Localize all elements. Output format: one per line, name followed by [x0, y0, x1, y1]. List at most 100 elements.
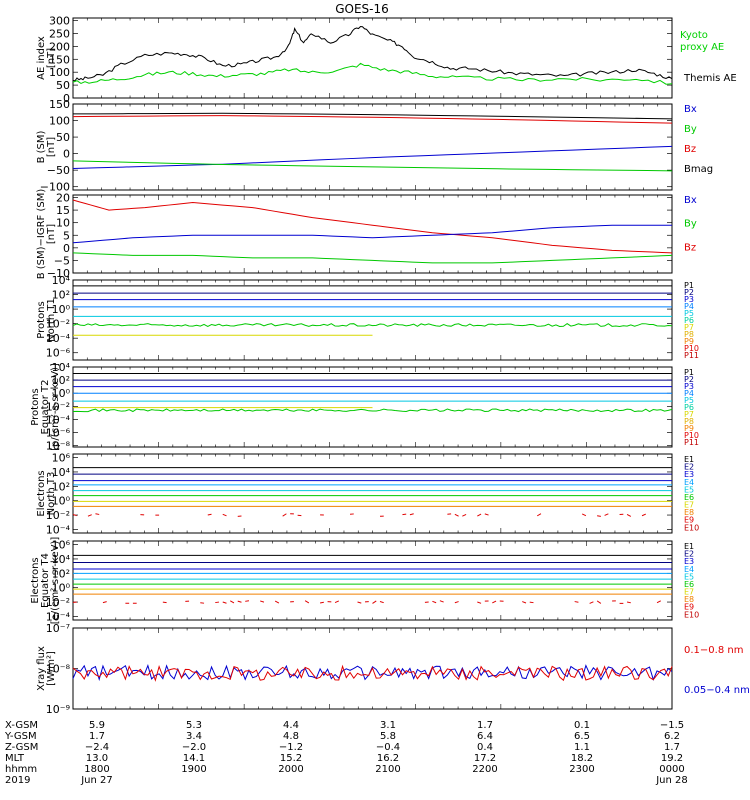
series-segment	[274, 600, 280, 604]
x-cell: 2000	[278, 764, 303, 775]
y-axis-label: Equator T4	[40, 553, 51, 608]
y-tick-label: 50	[56, 131, 70, 144]
y-tick-label: 10²	[52, 289, 70, 302]
y-tick-label: 10⁶	[52, 452, 71, 465]
series-segment	[222, 601, 227, 604]
legend-entry: E4	[684, 478, 694, 487]
series-segment	[409, 513, 414, 516]
y-tick-label: 10⁻⁷	[46, 622, 70, 635]
legend-entry: By	[684, 219, 697, 230]
legend-entry: E9	[684, 516, 694, 525]
legend-entry: E3	[684, 470, 694, 479]
x-cell: 6.4	[477, 731, 493, 742]
legend-entry: E8	[684, 595, 694, 604]
series-segment	[641, 513, 647, 517]
legend-entry: P2	[684, 288, 694, 297]
series-line	[72, 664, 673, 682]
x-cell: 2200	[472, 764, 497, 775]
y-tick-label: 10⁴	[52, 553, 71, 566]
legend-entry: E6	[684, 580, 694, 589]
x-row-label: hhmm	[5, 764, 37, 775]
legend-entry: E10	[684, 523, 699, 532]
series-segment	[462, 514, 467, 517]
series-segment	[282, 513, 287, 517]
y-tick-label: 10⁻⁸	[46, 440, 71, 453]
y-tick-label: 150	[49, 98, 70, 111]
y-axis-label: Electrons	[36, 470, 47, 516]
legend-entry: Bmag	[684, 164, 713, 175]
series-segment	[484, 513, 489, 516]
x-cell: 6.5	[574, 731, 590, 742]
series-segment	[626, 601, 631, 604]
y-tick-label: 10⁻⁴	[46, 413, 71, 426]
y-axis-label: Protons	[30, 388, 41, 425]
legend-entry: P9	[684, 337, 694, 346]
series-segment	[229, 600, 235, 604]
panel-frame	[72, 453, 673, 534]
series-segment	[454, 601, 459, 604]
y-tick-label: 10⁶	[52, 539, 71, 552]
y-axis-label: Xray flux	[36, 646, 47, 691]
y-tick-label: 50	[56, 79, 70, 92]
x-cell: 14.1	[183, 753, 205, 764]
y-tick-label: 10⁻⁶	[46, 427, 71, 440]
series-segment	[536, 513, 542, 517]
series-line	[72, 199, 673, 254]
x-axis-table: X-GSMY-GSMZ-GSMMLThhmm20195.91.7−2.413.0…	[4, 720, 688, 786]
y-tick-label: 10²	[52, 567, 70, 580]
series-line	[72, 224, 672, 244]
y-tick-label: 10²	[52, 480, 70, 493]
panel-frame	[72, 366, 673, 448]
series-segment	[432, 600, 437, 604]
y-tick-label: −50	[47, 164, 70, 177]
legend-entry: P7	[684, 410, 694, 419]
panel-frame	[72, 540, 673, 621]
y-tick-label: −100	[40, 181, 70, 194]
legend-entry: P6	[684, 403, 694, 412]
x-cell: 19.2	[661, 753, 683, 764]
y-axis-label: North T3	[46, 472, 57, 516]
y-tick-label: 5	[63, 229, 70, 242]
series-segment	[656, 600, 661, 604]
x-cell: −1.2	[279, 742, 303, 753]
y-tick-label: 0	[63, 92, 70, 105]
legend-entry: P3	[684, 382, 694, 391]
x-cell: 0.1	[574, 720, 590, 731]
legend-entry: P3	[684, 295, 694, 304]
y-axis-label: [nT]	[46, 137, 57, 157]
series-line	[72, 62, 673, 85]
legend-entry: E8	[684, 508, 694, 517]
y-tick-label: 250	[49, 27, 70, 40]
series-segment	[260, 600, 265, 603]
y-axis-label: [nT]	[46, 224, 57, 244]
series-segment	[529, 601, 534, 604]
series-segment	[215, 601, 220, 604]
legend-entry: E1	[684, 542, 694, 551]
legend-entry: Themis AE	[683, 73, 737, 84]
y-tick-label: 10⁰	[52, 387, 71, 400]
y-tick-label: 10⁻⁴	[46, 332, 71, 345]
legend-entry: E7	[684, 501, 694, 510]
series-segment	[574, 601, 579, 603]
series-segment	[477, 601, 482, 604]
x-cell: 13.0	[86, 753, 108, 764]
y-tick-label: 15	[56, 204, 70, 217]
legend-entry: E7	[684, 588, 694, 597]
y-tick-label: 20	[56, 192, 70, 205]
x-cell: 1.7	[664, 742, 680, 753]
x-cell: 4.4	[283, 720, 299, 731]
y-axis-label: B (SM)−IGRF (SM)	[36, 189, 47, 280]
series-line	[72, 664, 673, 682]
y-tick-label: 10⁰	[52, 495, 71, 508]
legend-entry: P2	[684, 375, 694, 384]
series-line	[72, 160, 673, 172]
x-cell: 2300	[569, 764, 594, 775]
plot-title: GOES-16	[335, 2, 389, 16]
legend-entry: P10	[684, 431, 699, 440]
legend-entry: P5	[684, 396, 694, 405]
